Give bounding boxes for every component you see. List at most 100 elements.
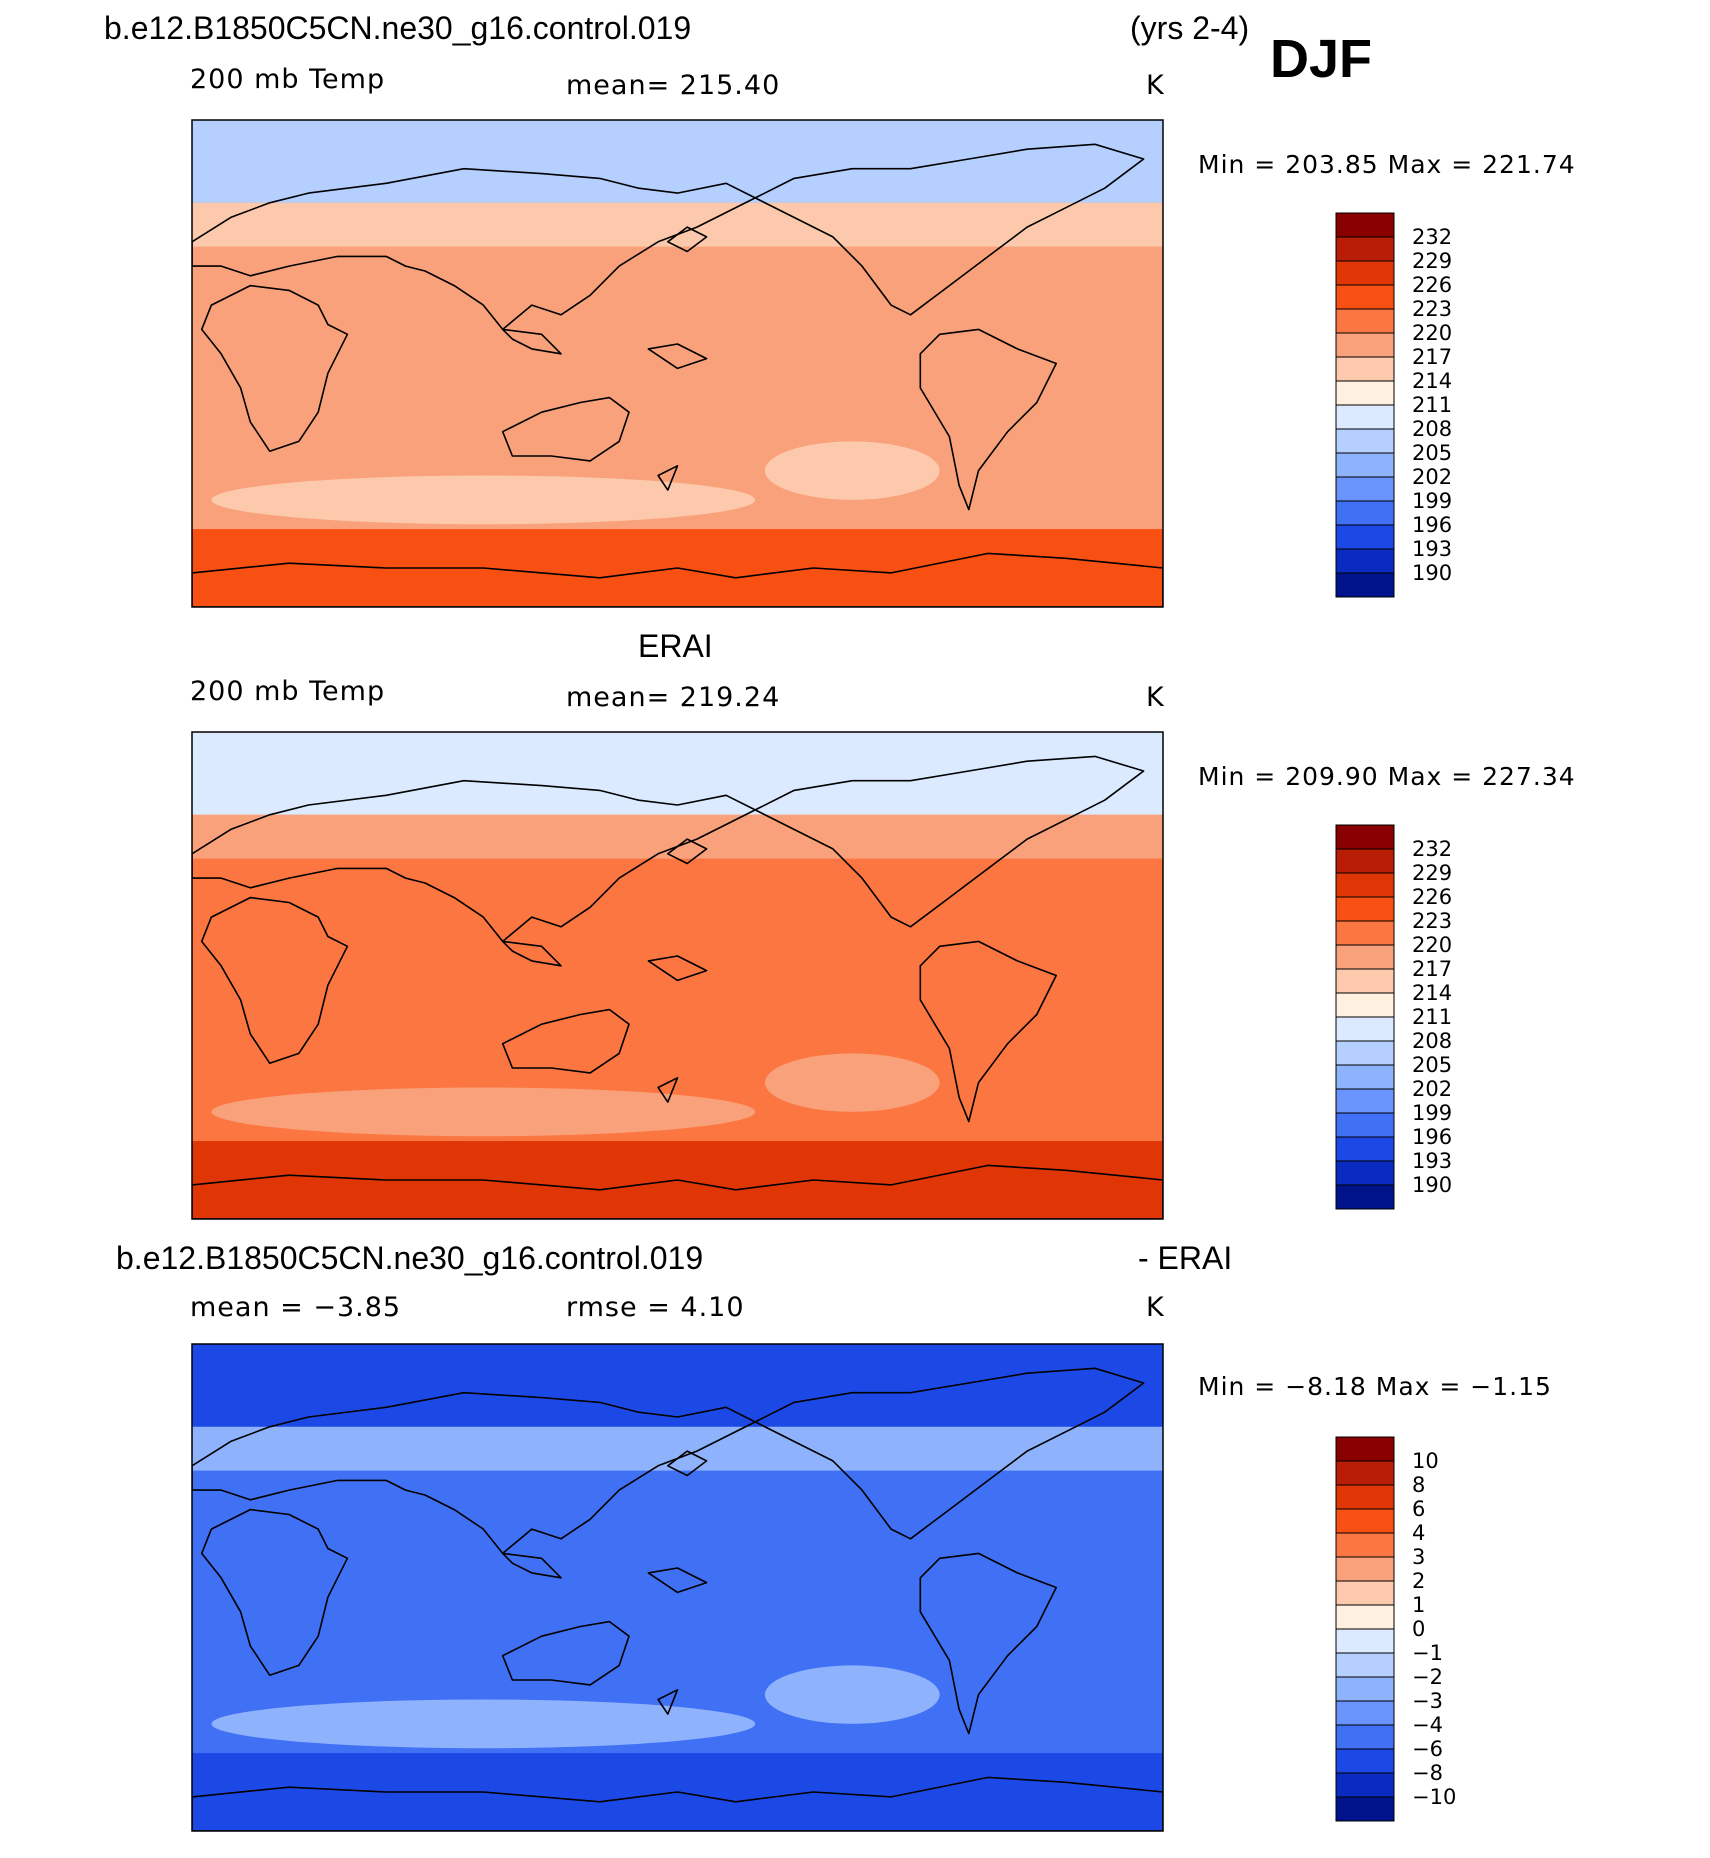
season-label: DJF [1270,29,1373,89]
colorbar-swatch [1335,992,1395,1018]
colorbar-level-label: 4 [1412,1521,1426,1545]
colorbar-level-label: −6 [1412,1737,1443,1761]
colorbar-swatch [1335,824,1395,850]
colorbar-swatch [1335,920,1395,946]
map-panel-2 [191,731,1164,1220]
coastline [657,1077,679,1103]
colorbar-swatch [1335,968,1395,994]
colorbar-swatch [1335,1016,1395,1042]
colorbar-level-label: 190 [1412,1173,1453,1197]
colorbar-swatch [1335,1136,1395,1162]
coastline [192,1776,1163,1831]
map-panel-3 [191,1343,1164,1832]
colorbar-level-label: 214 [1412,981,1453,1005]
colorbar-swatch [1335,1700,1395,1726]
colorbar-swatch [1335,572,1395,598]
colorbar-level-label: 223 [1412,909,1453,933]
panel3-title-right: - ERAI [1138,1240,1233,1276]
coastline [501,328,562,355]
panel1-variable: 200 mb Temp [190,64,386,95]
coastline [754,143,1145,316]
map-frame [191,119,1164,608]
colorbar-swatch [1335,1748,1395,1774]
coastline [666,226,708,253]
colorbar-swatch [1335,380,1395,406]
colorbar-swatch [1335,428,1395,454]
colorbar-level-label: 202 [1412,1077,1453,1101]
colorbar-swatch [1335,1580,1395,1606]
panel3-units: K [1146,1292,1165,1323]
colorbar-level-label: −8 [1412,1761,1443,1785]
map-north-band [192,732,1163,815]
colorbar-level-label: 193 [1412,1149,1453,1173]
colorbar-swatch [1335,1676,1395,1702]
colorbar-swatch [1335,1484,1395,1510]
coastline [200,1508,349,1676]
colorbar-swatch [1335,1184,1395,1210]
panel2-units: K [1146,682,1165,713]
coastline [501,940,562,967]
coastline [666,838,708,865]
colorbar-level-label: 208 [1412,417,1453,441]
colorbar-swatch [1335,1112,1395,1138]
panel1-minmax: Min = 203.85 Max = 221.74 [1198,150,1576,179]
coastline [657,464,679,491]
map-midlat-band [192,1426,1163,1471]
colorbar-level-label: 0 [1412,1617,1426,1641]
colorbar-swatch [1335,1652,1395,1678]
colorbar-level-label: 223 [1412,297,1453,321]
colorbar-level-label: 196 [1412,1125,1453,1149]
panel3-mean: mean = −3.85 [190,1292,402,1323]
coastline [501,1552,562,1579]
colorbar-swatch [1335,872,1395,898]
colorbar-swatch [1335,1724,1395,1750]
colorbar-level-label: 214 [1412,369,1453,393]
years-label: (yrs 2-4) [1130,10,1250,46]
colorbar-level-label: 217 [1412,957,1453,981]
coastline [501,396,630,462]
panel2-title: ERAI [638,628,713,664]
colorbar-swatch [1335,452,1395,478]
colorbar-level-label: −2 [1412,1665,1443,1689]
colorbar-level-label: 190 [1412,561,1453,585]
coastline [919,940,1057,1123]
map-fill-2 [192,732,1163,1219]
colorbar-1 [1335,212,1395,598]
colorbar-level-label: 199 [1412,489,1453,513]
colorbar-swatch [1335,236,1395,262]
colorbar-swatch [1335,1160,1395,1186]
coastline [754,1367,1145,1540]
map-frame [191,731,1164,1220]
panel3-rmse: rmse = 4.10 [566,1292,745,1323]
case-title: b.e12.B1850C5CN.ne30_g16.control.019 [104,10,692,46]
colorbar-swatch [1335,1796,1395,1822]
coastline [647,343,708,370]
coastline [192,1164,1163,1219]
colorbar-level-label: 220 [1412,321,1453,345]
colorbar-swatch [1335,1508,1395,1534]
colorbar-swatch [1335,284,1395,310]
colorbar-level-label: −1 [1412,1641,1443,1665]
coastline [919,328,1057,511]
colorbar-level-label: 220 [1412,933,1453,957]
colorbar-2 [1335,824,1395,1210]
colorbar-swatch [1335,1532,1395,1558]
panel2-mean: mean= 219.24 [566,682,781,713]
colorbar-level-label: −3 [1412,1689,1443,1713]
colorbar-level-label: 229 [1412,861,1453,885]
coastline [192,779,757,943]
map-pacific-blob [764,1665,940,1724]
map-fill-1 [192,120,1163,607]
colorbar-level-label: 208 [1412,1029,1453,1053]
colorbar-level-label: 6 [1412,1497,1426,1521]
map-frame [191,1343,1164,1832]
coastline [666,1450,708,1477]
colorbar-swatch [1335,404,1395,430]
map-north-band [192,120,1163,203]
colorbar-level-label: 10 [1412,1449,1439,1473]
colorbar-swatch [1335,476,1395,502]
panel2-variable: 200 mb Temp [190,676,386,707]
colorbar-swatch [1335,944,1395,970]
panel2-minmax: Min = 209.90 Max = 227.34 [1198,762,1576,791]
